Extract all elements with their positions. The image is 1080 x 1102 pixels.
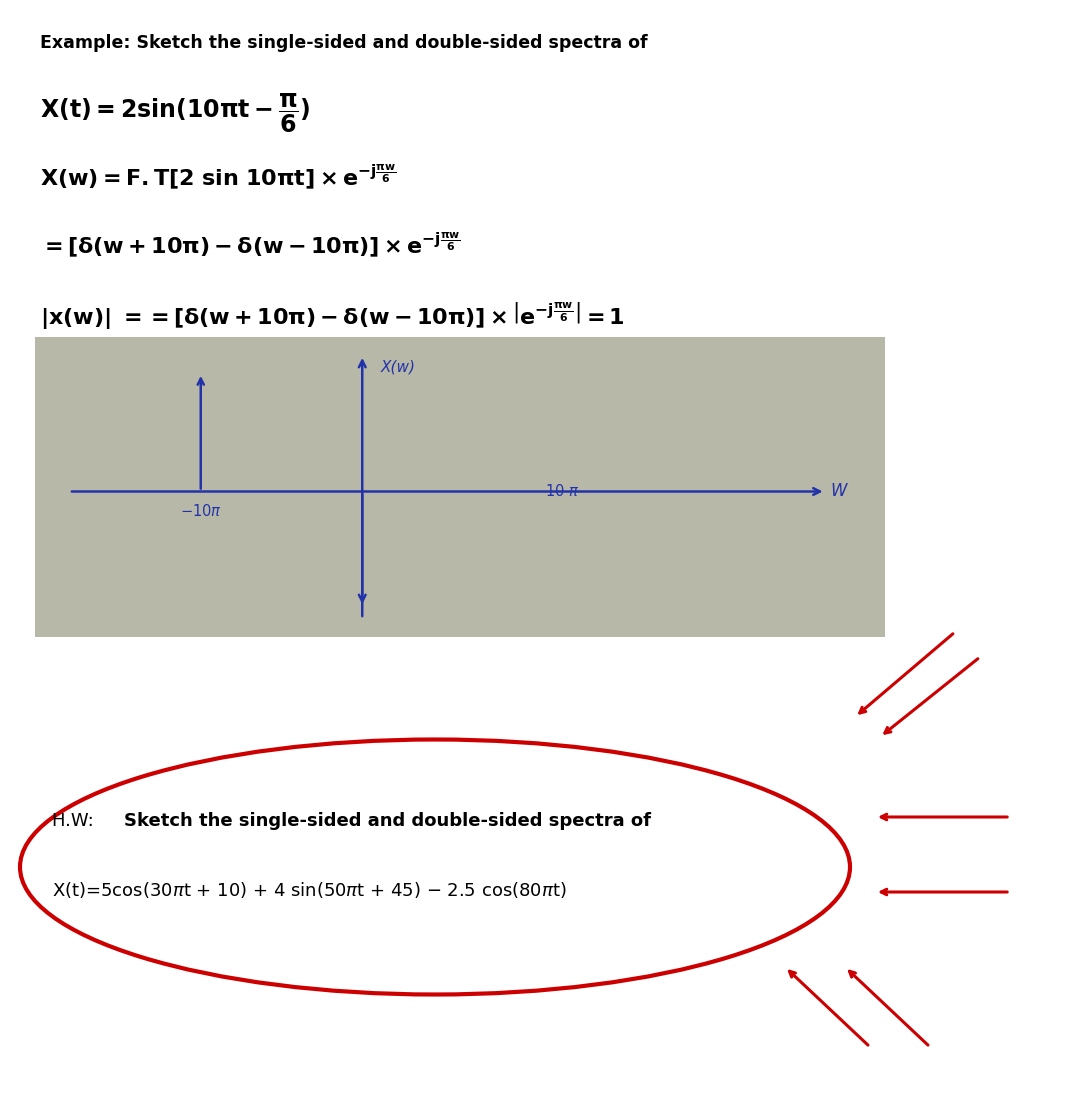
- Text: $\mathbf{|x(w)|\ {=}{=}[\delta(w+10\pi)-\delta(w-10\pi)] \times \left|e^{-j\frac: $\mathbf{|x(w)|\ {=}{=}[\delta(w+10\pi)-…: [40, 300, 625, 331]
- Text: Example: Sketch the single-sided and double-sided spectra of: Example: Sketch the single-sided and dou…: [40, 34, 648, 52]
- Text: X(w): X(w): [380, 360, 415, 375]
- Text: Sketch the single-sided and double-sided spectra of: Sketch the single-sided and double-sided…: [124, 812, 651, 830]
- Bar: [35, 337, 885, 637]
- Text: W: W: [831, 483, 847, 500]
- Text: $\mathbf{X(t){=}2sin(10\pi t-\dfrac{\pi}{6})}$: $\mathbf{X(t){=}2sin(10\pi t-\dfrac{\pi}…: [40, 91, 311, 136]
- Ellipse shape: [21, 739, 850, 994]
- Text: $10\ \pi$: $10\ \pi$: [545, 484, 579, 499]
- Text: $-10\pi$: $-10\pi$: [179, 504, 221, 519]
- Text: $\mathbf{X(w){=}F.T[2\ sin\ 10\pi t] \times e^{-j\frac{\pi w}{6}}}$: $\mathbf{X(w){=}F.T[2\ sin\ 10\pi t] \ti…: [40, 162, 396, 191]
- Text: $\mathbf{=[\delta(w+10\pi)-\delta(w-10\pi)] \times e^{-j\frac{\pi w}{6}}}$: $\mathbf{=[\delta(w+10\pi)-\delta(w-10\p…: [40, 230, 461, 259]
- Text: X(t)=5cos(30$\pi$t + 10) + 4 sin(50$\pi$t + 45) $-$ 2.5 cos(80$\pi$t): X(t)=5cos(30$\pi$t + 10) + 4 sin(50$\pi$…: [52, 880, 567, 900]
- Text: H.W:: H.W:: [52, 812, 99, 830]
